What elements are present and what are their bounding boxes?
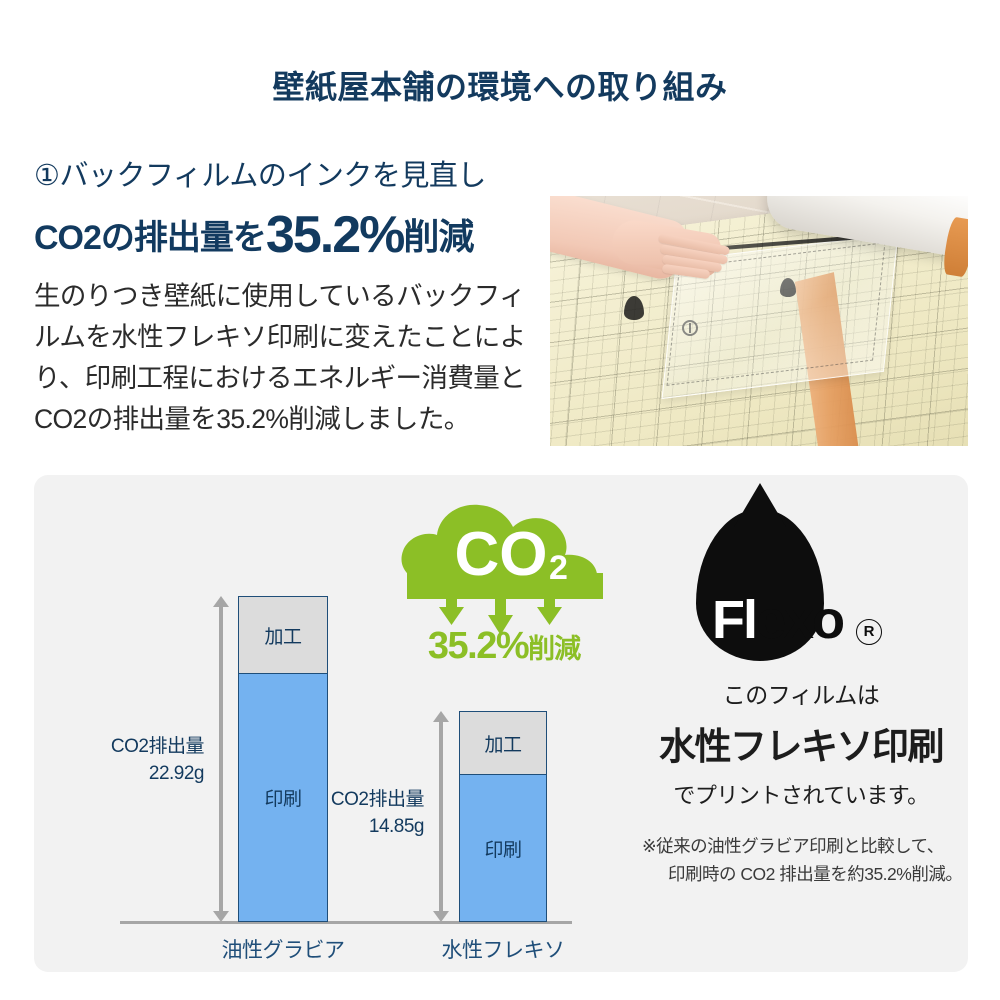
co2-reduction-block: CO 2 35.2%削減 bbox=[389, 495, 619, 695]
measure-label-oil-gravure-value: 22.92g bbox=[148, 763, 205, 784]
headline-value: 35.2% bbox=[265, 206, 405, 264]
flexo-wordmark-white: Fl bbox=[712, 590, 758, 650]
headline: CO2の排出量を35.2%削減 bbox=[34, 205, 564, 265]
bar-oil-gravure-process-segment: 加工 bbox=[239, 597, 327, 673]
chart-baseline-axis bbox=[120, 921, 572, 924]
bar-oil-gravure-print-segment: 印刷 bbox=[239, 673, 327, 921]
photo-logo-blob bbox=[624, 296, 644, 320]
measure-label-water-flexo: CO2排出量 14.85g bbox=[292, 786, 425, 840]
bar-water-flexo-print-segment: 印刷 bbox=[460, 774, 546, 921]
bar-oil-gravure: 加工 印刷 bbox=[238, 596, 328, 922]
svg-text:CO: CO bbox=[455, 520, 548, 589]
headline-suffix: 削減 bbox=[403, 216, 474, 257]
co2-cloud-icon: CO 2 bbox=[401, 504, 603, 635]
measure-label-water-flexo-title: CO2排出量 bbox=[330, 789, 425, 810]
flexo-wordmark: Flexo bbox=[712, 590, 845, 650]
flexo-block: Flexo R このフィルムは 水性フレキソ印刷 でプリントされています。 ※従… bbox=[634, 497, 968, 957]
measure-label-oil-gravure: CO2排出量 22.92g bbox=[74, 733, 205, 787]
water-drop-icon bbox=[696, 509, 824, 661]
bar-segment-label-process: 加工 bbox=[264, 626, 302, 648]
measure-label-water-flexo-value: 14.85g bbox=[368, 816, 425, 837]
bar-water-flexo-process-segment: 加工 bbox=[460, 712, 546, 774]
arrow-head-down-icon bbox=[213, 911, 229, 922]
headline-prefix: CO2の排出量を bbox=[34, 219, 267, 257]
flexo-logo: Flexo R bbox=[634, 497, 968, 672]
flexo-footnote-line2: 印刷時の CO2 排出量を約35.2%削減。 bbox=[668, 864, 963, 884]
measure-arrow-water-flexo bbox=[433, 711, 449, 922]
measure-label-oil-gravure-title: CO2排出量 bbox=[110, 736, 205, 757]
page-title: 壁紙屋本舗の環境への取り組み bbox=[272, 69, 728, 105]
co2-reduction-text: 35.2%削減 bbox=[389, 625, 619, 668]
svg-text:2: 2 bbox=[549, 549, 568, 587]
flexo-caption-line2: 水性フレキソ印刷 bbox=[659, 726, 945, 767]
arrow-head-up-icon bbox=[433, 711, 449, 722]
arrow-shaft bbox=[219, 605, 223, 913]
flexo-wordmark-black: exo bbox=[756, 590, 845, 650]
arrow-shaft bbox=[439, 720, 443, 913]
bar-segment-label-process: 加工 bbox=[484, 734, 522, 756]
co2-bar-chart: 加工 印刷 CO2排出量 22.92g 加工 bbox=[34, 475, 594, 972]
bar-water-flexo: 加工 印刷 bbox=[459, 711, 547, 922]
co2-reduction-percent: 35.2% bbox=[427, 625, 530, 667]
measure-arrow-oil-gravure bbox=[213, 596, 229, 922]
flexo-caption-line3: でプリントされています。 bbox=[673, 783, 929, 808]
category-label-water-flexo: 水性フレキソ bbox=[441, 939, 566, 962]
bar-segment-label-print: 印刷 bbox=[484, 839, 522, 861]
section-lead-text: ①バックフィルムのインクを見直し bbox=[34, 160, 486, 192]
flexo-footnote-line1: ※従来の油性グラビア印刷と比較して、 bbox=[642, 836, 944, 856]
category-label-oil-gravure: 油性グラビア bbox=[221, 939, 346, 962]
arrow-head-down-icon bbox=[433, 911, 449, 922]
flexo-caption-line1: このフィルムは bbox=[722, 682, 880, 708]
product-photo bbox=[550, 196, 968, 446]
co2-reduction-suffix: 削減 bbox=[528, 634, 581, 664]
comparison-panel: 加工 印刷 CO2排出量 22.92g 加工 bbox=[34, 475, 968, 972]
flexo-footnote: ※従来の油性グラビア印刷と比較して、 印刷時の CO2 排出量を約35.2%削減… bbox=[634, 832, 968, 888]
body-paragraph: 生のりつき壁紙に使用しているバックフィルムを水性フレキソ印刷に変えたことにより、… bbox=[34, 281, 526, 434]
bar-segment-label-print: 印刷 bbox=[264, 789, 302, 810]
registered-trademark-icon: R bbox=[856, 619, 882, 645]
arrow-head-up-icon bbox=[213, 596, 229, 607]
